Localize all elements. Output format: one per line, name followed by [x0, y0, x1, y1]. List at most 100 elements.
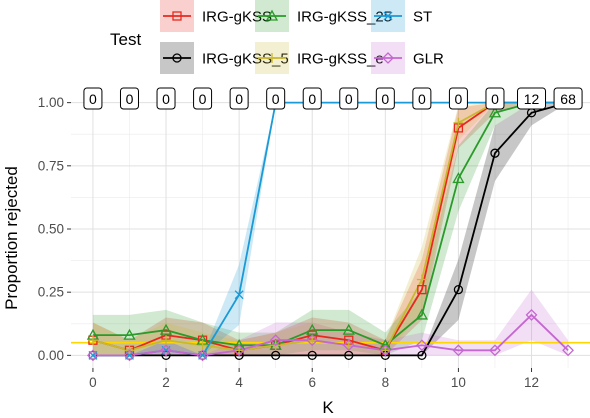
- point-glr: [160, 344, 172, 357]
- point-glr: [87, 349, 99, 362]
- count-box: [375, 87, 395, 110]
- count-box: [553, 87, 583, 110]
- ribbon-glr: [92, 289, 569, 356]
- x-tick-label: 6: [308, 375, 316, 390]
- point-glr: [525, 309, 538, 321]
- x-tick-label: 12: [524, 375, 539, 390]
- point-irg-gkss-5: [161, 350, 171, 361]
- x-tick-label: 8: [382, 375, 390, 390]
- legend: Test IRG-gKSS IRG-gKSS_5 IRG-gKSS_25 IRG-gK…: [110, 0, 444, 74]
- x-tick-label: 0: [89, 375, 97, 390]
- y-tick-label: 0.25: [38, 285, 64, 300]
- legend-item-irg-gkss: IRG-gKSS: [160, 0, 272, 32]
- point-irg-gkss-e: [416, 274, 427, 285]
- point-irg-gkss-5: [490, 148, 500, 158]
- legend-key-marker: [267, 53, 277, 63]
- point-irg-gkss-25: [488, 106, 502, 118]
- line-irg-gkss-5: [92, 101, 569, 357]
- point-glr: [196, 349, 209, 362]
- count-label: 0: [162, 91, 170, 107]
- count-label: 0: [308, 91, 316, 107]
- count-label: 0: [455, 91, 463, 107]
- point-irg-gkss-e: [87, 335, 98, 346]
- point-glr: [452, 344, 465, 357]
- count-box: [412, 87, 432, 110]
- count-box: [517, 87, 547, 110]
- line-glr: [92, 313, 569, 357]
- y-tick-label: 0.50: [38, 222, 64, 237]
- x-tick-label: 10: [451, 375, 466, 390]
- legend-label: GLR: [413, 51, 444, 68]
- count-box: [119, 87, 139, 110]
- legend-item-irg-gkss-e: IRG-gKSS_e: [255, 42, 384, 74]
- count-box: [485, 87, 505, 110]
- count-label: 68: [560, 91, 576, 107]
- point-irg-gkss-e: [197, 340, 208, 351]
- count-label: 0: [345, 91, 353, 107]
- point-glr: [415, 339, 428, 352]
- point-irg-gkss-e: [161, 335, 172, 346]
- point-glr: [269, 334, 282, 347]
- point-irg-gkss-5: [271, 350, 281, 361]
- legend-label: IRG-gKSS_e: [297, 51, 384, 68]
- point-irg-gkss-e: [234, 345, 245, 356]
- count-box: [156, 87, 176, 110]
- legend-item-irg-gkss-25: IRG-gKSS_25: [255, 0, 392, 32]
- count-box: [302, 87, 322, 110]
- count-label: 0: [491, 91, 499, 107]
- point-glr: [233, 344, 246, 357]
- point-irg-gkss-e: [453, 117, 464, 128]
- point-irg-gkss-25: [415, 308, 428, 320]
- count-box: [339, 87, 359, 110]
- y-tick-label: 0.00: [38, 348, 64, 363]
- count-box: [266, 87, 286, 110]
- point-irg-gkss-e: [307, 335, 318, 346]
- point-irg-gkss-e: [380, 345, 391, 356]
- count-label: 0: [199, 91, 207, 107]
- count-label: 0: [89, 91, 97, 107]
- legend-item-glr: GLR: [371, 42, 444, 74]
- legend-label: IRG-gKSS: [202, 9, 272, 26]
- point-glr: [489, 344, 501, 357]
- point-irg-gkss-5: [344, 350, 354, 361]
- ribbon-irg-gkss-5: [92, 102, 569, 356]
- x-tick-label: 4: [235, 375, 243, 390]
- count-label: 12: [524, 91, 540, 107]
- point-glr: [342, 339, 355, 352]
- legend-label: ST: [413, 9, 432, 26]
- y-axis-title: Proportion rejected: [2, 166, 21, 310]
- count-box: [448, 87, 468, 110]
- count-label: 0: [235, 91, 243, 107]
- legend-item-st: ST: [371, 0, 432, 32]
- count-label: 0: [381, 91, 389, 107]
- count-label: 0: [418, 91, 426, 107]
- point-irg-gkss-e: [343, 340, 354, 351]
- legend-key-marker: [172, 53, 182, 63]
- legend-key-marker: [383, 11, 393, 21]
- point-irg-gkss-5: [307, 350, 317, 361]
- point-st: [234, 290, 244, 300]
- point-glr: [379, 344, 392, 357]
- point-irg-gkss: [417, 285, 427, 295]
- point-irg-gkss-5: [453, 285, 464, 295]
- point-irg-gkss-5: [88, 350, 98, 361]
- line-irg-gkss-25: [92, 101, 569, 347]
- point-irg-gkss-25: [123, 328, 136, 340]
- point-glr: [562, 344, 574, 357]
- legend-key-marker: [265, 9, 279, 21]
- point-irg-gkss-25: [159, 323, 173, 335]
- legend-title: Test: [110, 30, 141, 49]
- count-box: [83, 87, 103, 110]
- axes: 0.00 0.25 0.50 0.75 1.00 0 2 4 6 8 10 12: [38, 95, 539, 390]
- count-label: 0: [272, 91, 280, 107]
- point-glr: [123, 349, 136, 362]
- count-box: [229, 87, 249, 110]
- legend-label: IRG-gKSS_5: [202, 51, 289, 68]
- x-axis-title: K: [322, 398, 334, 417]
- point-irg-gkss-25: [452, 172, 465, 184]
- point-irg-gkss-5: [197, 350, 208, 361]
- ribbon-irg-gkss-25: [92, 102, 569, 356]
- y-tick-label: 1.00: [38, 95, 64, 110]
- point-irg-gkss-25: [306, 323, 319, 335]
